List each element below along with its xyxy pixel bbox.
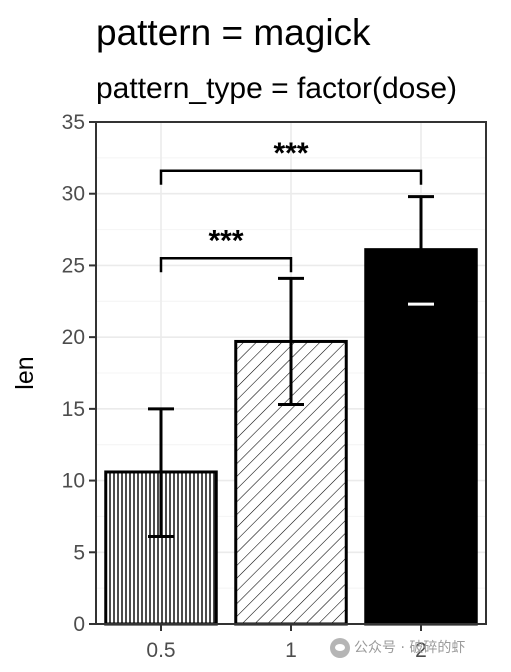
error-bar-2 (408, 195, 434, 306)
y-tick-label: 20 (62, 326, 85, 349)
error-bar-1 (278, 276, 304, 407)
y-axis: 0 5 10 15 20 25 30 35 (62, 111, 96, 636)
wechat-icon (330, 638, 350, 658)
chart-title: pattern = magick (96, 12, 371, 53)
y-tick-label: 10 (62, 470, 85, 493)
x-tick-label: 1 (285, 639, 297, 662)
y-tick-label: 15 (62, 398, 85, 421)
watermark-text: 公众号 · 破碎的虾 (354, 640, 466, 656)
significance-brackets: *** *** (159, 137, 423, 273)
x-tick-label: 2 (415, 639, 427, 662)
y-tick-label: 25 (62, 254, 85, 277)
significance-bracket-1: *** (159, 224, 293, 273)
bracket-line (159, 169, 423, 185)
significance-label: *** (273, 137, 308, 170)
bracket-line (159, 257, 293, 273)
x-tick-label: 0.5 (146, 639, 175, 662)
y-axis-title: len (11, 356, 39, 389)
chart-subtitle: pattern_type = factor(dose) (96, 72, 457, 105)
watermark: 公众号 · 破碎的虾 (330, 637, 465, 658)
y-tick-label: 0 (73, 613, 85, 636)
x-axis: 0.5 1 2 (146, 624, 427, 662)
bar-2 (364, 248, 478, 626)
y-tick-label: 30 (62, 183, 85, 206)
error-bar-0.5 (148, 407, 174, 539)
y-tick-label: 35 (62, 111, 85, 134)
significance-label: *** (208, 224, 243, 257)
error-bars (148, 195, 434, 539)
y-tick-label: 5 (73, 541, 85, 564)
significance-bracket-2: *** (159, 137, 423, 185)
